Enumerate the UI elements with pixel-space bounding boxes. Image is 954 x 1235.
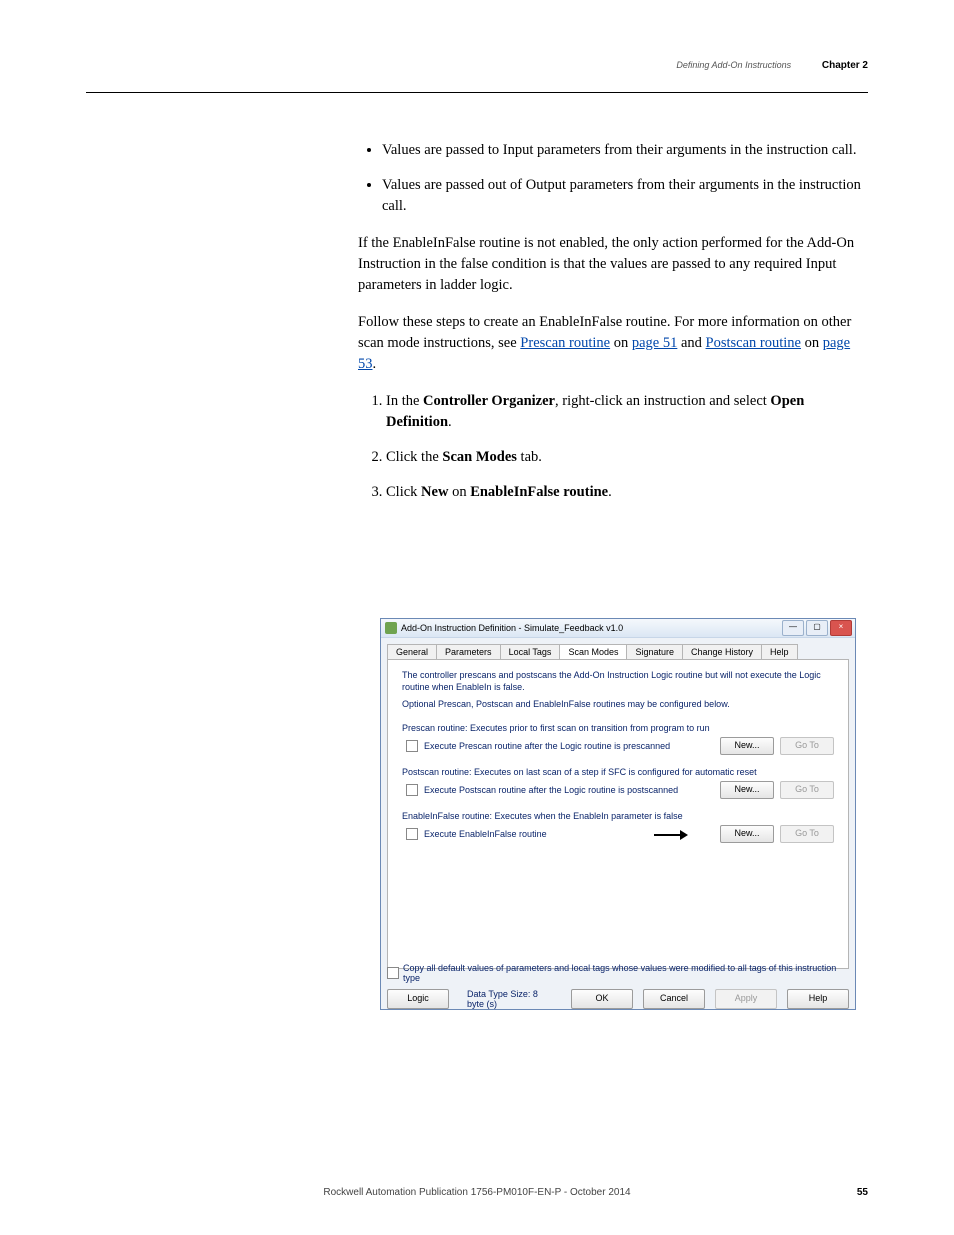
enableinfalse-checkbox[interactable] xyxy=(406,828,418,840)
dialog-window: Add-On Instruction Definition - Simulate… xyxy=(380,618,856,1010)
enableinfalse-section: EnableInFalse routine: Executes when the… xyxy=(402,811,834,843)
logic-button[interactable]: Logic xyxy=(387,989,449,1009)
postscan-link[interactable]: Postscan routine xyxy=(706,335,801,351)
data-type-size: Data Type Size: 8 byte (s) xyxy=(467,989,551,1009)
para2-mid1: on xyxy=(610,335,632,351)
step1-mid: , right-click an instruction and select xyxy=(555,393,770,409)
enableinfalse-goto-button[interactable]: Go To xyxy=(780,825,834,843)
window-buttons: — ▢ × xyxy=(782,620,852,636)
step3-mid: on xyxy=(448,484,470,500)
intro-text-2: Optional Prescan, Postscan and EnableInF… xyxy=(402,699,834,711)
step3-b1: New xyxy=(421,484,448,500)
postscan-title: Postscan routine: Executes on last scan … xyxy=(402,767,834,777)
para2-mid2: and xyxy=(677,335,705,351)
para2-end: . xyxy=(373,356,377,372)
close-button[interactable]: × xyxy=(830,620,852,636)
minimize-button[interactable]: — xyxy=(782,620,804,636)
dialog-bottom-bar: Copy all default values of parameters an… xyxy=(387,963,849,1003)
page51-link[interactable]: page 51 xyxy=(632,335,678,351)
button-row: Logic Data Type Size: 8 byte (s) OK Canc… xyxy=(387,989,849,1009)
app-icon xyxy=(385,622,397,634)
tab-strip: General Parameters Local Tags Scan Modes… xyxy=(387,644,849,659)
postscan-checkbox-label: Execute Postscan routine after the Logic… xyxy=(424,785,714,795)
enableinfalse-new-button[interactable]: New... xyxy=(720,825,774,843)
paragraph-2: Follow these steps to create an EnableIn… xyxy=(358,312,868,375)
intro-text-1: The controller prescans and postscans th… xyxy=(402,670,834,693)
tab-signature[interactable]: Signature xyxy=(626,644,683,659)
tab-general[interactable]: General xyxy=(387,644,437,659)
step-1: In the Controller Organizer, right-click… xyxy=(386,391,868,433)
paragraph-1: If the EnableInFalse routine is not enab… xyxy=(358,233,868,296)
prescan-new-button[interactable]: New... xyxy=(720,737,774,755)
step3-b2: EnableInFalse routine xyxy=(470,484,608,500)
step2-b: Scan Modes xyxy=(442,449,517,465)
step3-end: . xyxy=(608,484,612,500)
step1-end: . xyxy=(448,414,452,430)
step2-end: tab. xyxy=(517,449,542,465)
prescan-title: Prescan routine: Executes prior to first… xyxy=(402,723,834,733)
title-bar: Add-On Instruction Definition - Simulate… xyxy=(381,619,855,638)
steps-list: In the Controller Organizer, right-click… xyxy=(358,391,868,503)
ok-button[interactable]: OK xyxy=(571,989,633,1009)
step-2: Click the Scan Modes tab. xyxy=(386,447,868,468)
postscan-new-button[interactable]: New... xyxy=(720,781,774,799)
step3-pre: Click xyxy=(386,484,421,500)
header-rule xyxy=(86,92,868,93)
page-number: 55 xyxy=(857,1187,868,1198)
postscan-section: Postscan routine: Executes on last scan … xyxy=(402,767,834,799)
prescan-goto-button[interactable]: Go To xyxy=(780,737,834,755)
prescan-section: Prescan routine: Executes prior to first… xyxy=(402,723,834,755)
step1-pre: In the xyxy=(386,393,423,409)
maximize-button[interactable]: ▢ xyxy=(806,620,828,636)
enableinfalse-title: EnableInFalse routine: Executes when the… xyxy=(402,811,834,821)
help-button[interactable]: Help xyxy=(787,989,849,1009)
tab-parameters[interactable]: Parameters xyxy=(436,644,501,659)
tab-help[interactable]: Help xyxy=(761,644,798,659)
prescan-checkbox-label: Execute Prescan routine after the Logic … xyxy=(424,741,714,751)
scan-modes-panel: The controller prescans and postscans th… xyxy=(387,659,849,969)
publication-info: Rockwell Automation Publication 1756-PM0… xyxy=(323,1187,630,1198)
step-3: Click New on EnableInFalse routine. xyxy=(386,482,868,503)
apply-button[interactable]: Apply xyxy=(715,989,777,1009)
dialog-title: Add-On Instruction Definition - Simulate… xyxy=(401,623,623,633)
body-content: Values are passed to Input parameters fr… xyxy=(358,140,868,521)
header-section: Defining Add-On Instructions xyxy=(676,60,791,70)
postscan-checkbox[interactable] xyxy=(406,784,418,796)
step1-b1: Controller Organizer xyxy=(423,393,555,409)
cancel-button[interactable]: Cancel xyxy=(643,989,705,1009)
header-chapter: Chapter 2 xyxy=(822,60,868,71)
postscan-goto-button[interactable]: Go To xyxy=(780,781,834,799)
step2-pre: Click the xyxy=(386,449,442,465)
tab-local-tags[interactable]: Local Tags xyxy=(500,644,561,659)
bullet-list: Values are passed to Input parameters fr… xyxy=(358,140,868,217)
page-header: Defining Add-On Instructions Chapter 2 xyxy=(676,60,868,71)
prescan-checkbox[interactable] xyxy=(406,740,418,752)
copy-defaults-row: Copy all default values of parameters an… xyxy=(387,963,849,983)
callout-arrow xyxy=(654,831,688,839)
tab-change-history[interactable]: Change History xyxy=(682,644,762,659)
prescan-link[interactable]: Prescan routine xyxy=(520,335,610,351)
para2-mid3: on xyxy=(801,335,823,351)
bullet-2: Values are passed out of Output paramete… xyxy=(382,175,868,217)
copy-defaults-checkbox[interactable] xyxy=(387,967,399,979)
bullet-1: Values are passed to Input parameters fr… xyxy=(382,140,868,161)
tab-scan-modes[interactable]: Scan Modes xyxy=(559,644,627,659)
copy-defaults-label: Copy all default values of parameters an… xyxy=(403,963,849,983)
